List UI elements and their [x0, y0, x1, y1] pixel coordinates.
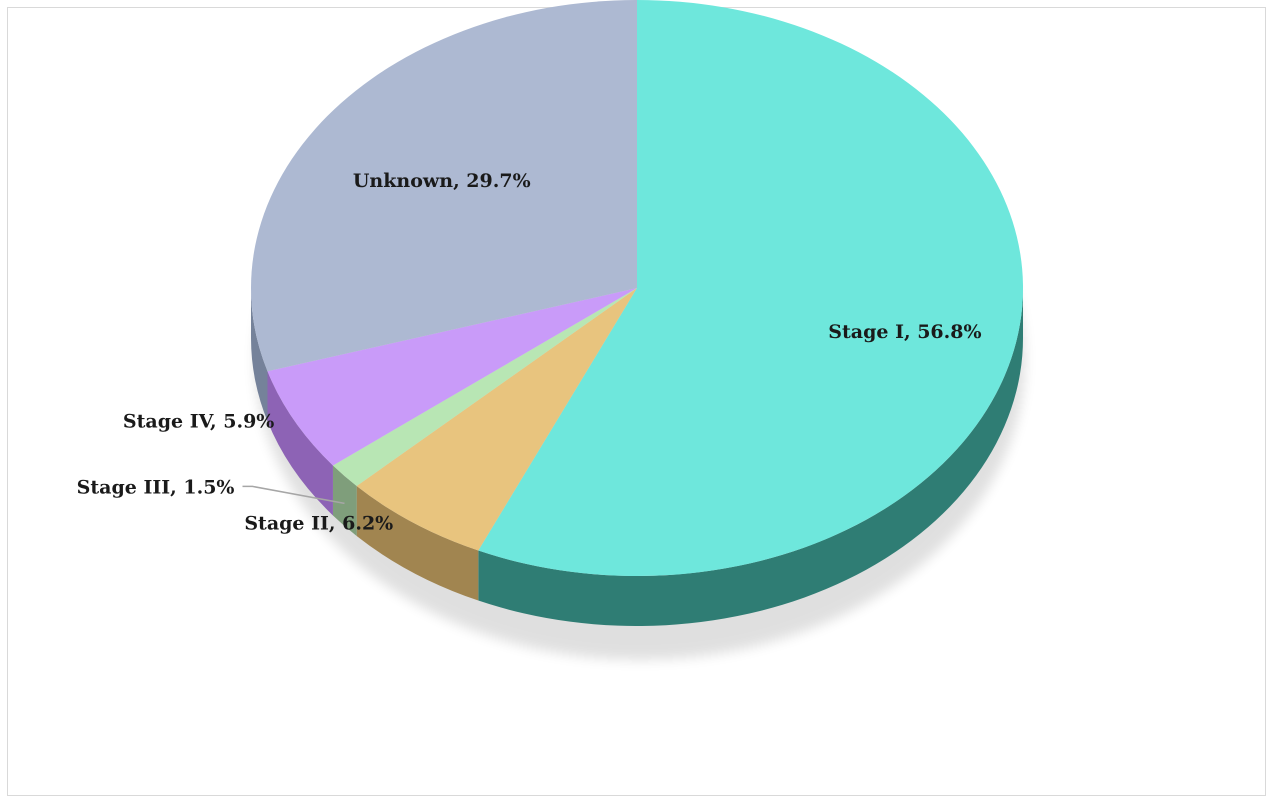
slice-label-stage-i: Stage I, 56.8%: [828, 321, 981, 343]
slice-label-stage-iii: Stage III, 1.5%: [77, 476, 235, 498]
pie-slice-stage-ii: [356, 288, 637, 551]
pie-side-unknown: [251, 288, 268, 422]
pie-slice-stage-iii: [332, 288, 637, 486]
pie-slice-stage-iv: [267, 288, 637, 466]
pie-tops: [251, 0, 1023, 576]
pie-side-stage-iv: [267, 371, 333, 516]
pie-side-stage-i: [478, 288, 1023, 626]
pie-slice-stage-i: [478, 0, 1023, 576]
pie-slice-unknown: [251, 0, 637, 372]
pie-sides: [251, 288, 1023, 626]
slice-label-stage-ii: Stage II, 6.2%: [244, 513, 393, 535]
pie-side-stage-iii: [332, 465, 357, 536]
slice-labels: Stage I, 56.8% Stage II, 6.2% Stage III, 1…: [77, 170, 982, 535]
leader-lines: [242, 485, 345, 505]
pie-side-stage-ii: [356, 485, 479, 601]
slice-label-unknown: Unknown, 29.7%: [353, 170, 531, 192]
slice-label-stage-iv: Stage IV, 5.9%: [123, 411, 274, 433]
leader-line: [242, 485, 345, 505]
